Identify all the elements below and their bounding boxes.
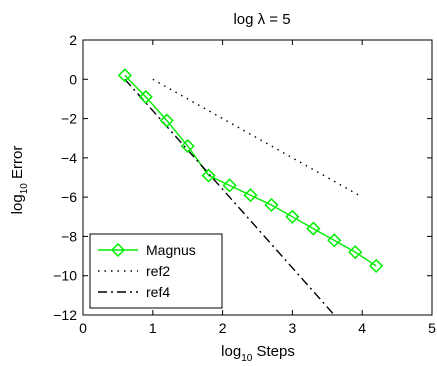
y-tick-label: −6 (61, 189, 77, 205)
x-tick-label: 1 (149, 320, 157, 336)
data-point (306, 221, 321, 236)
data-point (264, 197, 279, 213)
axes-box (82, 39, 433, 316)
legend-label: ref4 (146, 284, 170, 300)
data-point (180, 139, 195, 154)
data-point (285, 209, 300, 224)
y-tick-label: −2 (61, 111, 77, 127)
legend-marker (110, 242, 126, 258)
y-tick-label: 0 (69, 71, 77, 87)
y-axis-label: log10 Error (9, 146, 30, 215)
data-point (201, 168, 216, 183)
plot-area: 0 1 2 3 4 5 2 0 −2 −4 −6 −8 −10 −12 Magnus ref2 ref4 (53, 32, 436, 336)
series-line-ref2 (152, 78, 363, 198)
legend-label: Magnus (146, 242, 196, 258)
y-tick-label: −4 (61, 150, 77, 166)
x-tick-label: 2 (219, 320, 227, 336)
legend: Magnus ref2 ref4 (89, 233, 223, 309)
x-tick-label: 0 (79, 320, 87, 336)
series-line-magnus (124, 74, 377, 267)
data-point (138, 89, 153, 105)
x-axis-label: log10 Steps (221, 343, 295, 364)
data-point (159, 113, 174, 128)
data-point (243, 188, 258, 203)
data-point (222, 178, 237, 193)
data-point (117, 68, 132, 83)
data-point (369, 258, 384, 273)
data-point (348, 245, 363, 260)
x-tick-label: 3 (289, 320, 297, 336)
y-tick-label: −10 (53, 268, 77, 284)
x-tick-label: 5 (428, 320, 436, 336)
x-tick-label: 4 (358, 320, 366, 336)
y-tick-label: −12 (53, 307, 77, 323)
y-tick-label: −8 (61, 228, 77, 244)
y-tick-label: 2 (69, 32, 77, 48)
data-point (327, 233, 342, 248)
legend-label: ref2 (146, 263, 170, 279)
series-line-ref4 (124, 78, 335, 315)
chart-title: log λ = 5 (233, 11, 290, 28)
